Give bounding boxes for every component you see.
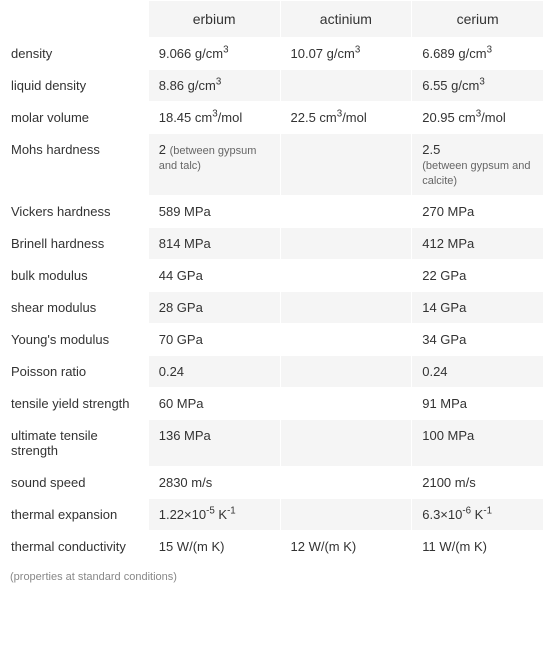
header-actinium: actinium xyxy=(280,1,412,38)
table-row: Mohs hardness 2 (between gypsum and talc… xyxy=(1,134,544,196)
cell-subtext: (between gypsum and talc) xyxy=(159,145,257,172)
cell-cerium: 412 MPa xyxy=(412,228,544,260)
cell-actinium xyxy=(280,292,412,324)
cell-actinium xyxy=(280,196,412,228)
row-label: tensile yield strength xyxy=(1,388,149,420)
header-erbium: erbium xyxy=(148,1,280,38)
cell-cerium: 270 MPa xyxy=(412,196,544,228)
cell-erbium: 60 MPa xyxy=(148,388,280,420)
cell-actinium xyxy=(280,499,412,531)
cell-actinium xyxy=(280,420,412,467)
cell-erbium: 589 MPa xyxy=(148,196,280,228)
cell-erbium: 15 W/(m K) xyxy=(148,531,280,563)
cell-cerium: 100 MPa xyxy=(412,420,544,467)
table-row: bulk modulus 44 GPa 22 GPa xyxy=(1,260,544,292)
row-label: Poisson ratio xyxy=(1,356,149,388)
cell-actinium xyxy=(280,134,412,196)
table-row: molar volume 18.45 cm3/mol 22.5 cm3/mol … xyxy=(1,102,544,134)
table-row: density 9.066 g/cm3 10.07 g/cm3 6.689 g/… xyxy=(1,38,544,70)
cell-cerium: 2.5(between gypsum and calcite) xyxy=(412,134,544,196)
cell-actinium: 22.5 cm3/mol xyxy=(280,102,412,134)
cell-actinium xyxy=(280,388,412,420)
cell-actinium: 12 W/(m K) xyxy=(280,531,412,563)
table-row: tensile yield strength 60 MPa 91 MPa xyxy=(1,388,544,420)
cell-erbium: 18.45 cm3/mol xyxy=(148,102,280,134)
table-row: Brinell hardness 814 MPa 412 MPa xyxy=(1,228,544,260)
cell-actinium xyxy=(280,260,412,292)
cell-cerium: 14 GPa xyxy=(412,292,544,324)
row-label: liquid density xyxy=(1,70,149,102)
cell-erbium: 2830 m/s xyxy=(148,467,280,499)
cell-cerium: 34 GPa xyxy=(412,324,544,356)
cell-erbium: 70 GPa xyxy=(148,324,280,356)
row-label: ultimate tensile strength xyxy=(1,420,149,467)
properties-table: erbium actinium cerium density 9.066 g/c… xyxy=(0,0,544,563)
cell-cerium: 6.55 g/cm3 xyxy=(412,70,544,102)
header-empty xyxy=(1,1,149,38)
row-label: Mohs hardness xyxy=(1,134,149,196)
header-row: erbium actinium cerium xyxy=(1,1,544,38)
cell-actinium xyxy=(280,228,412,260)
cell-cerium: 20.95 cm3/mol xyxy=(412,102,544,134)
row-label: molar volume xyxy=(1,102,149,134)
row-label: shear modulus xyxy=(1,292,149,324)
cell-erbium: 814 MPa xyxy=(148,228,280,260)
row-label: Young's modulus xyxy=(1,324,149,356)
cell-erbium: 2 (between gypsum and talc) xyxy=(148,134,280,196)
cell-actinium xyxy=(280,356,412,388)
cell-erbium: 9.066 g/cm3 xyxy=(148,38,280,70)
row-label: density xyxy=(1,38,149,70)
table-row: ultimate tensile strength 136 MPa 100 MP… xyxy=(1,420,544,467)
cell-cerium: 91 MPa xyxy=(412,388,544,420)
cell-actinium xyxy=(280,324,412,356)
table-row: liquid density 8.86 g/cm3 6.55 g/cm3 xyxy=(1,70,544,102)
cell-actinium xyxy=(280,70,412,102)
header-cerium: cerium xyxy=(412,1,544,38)
cell-cerium: 2100 m/s xyxy=(412,467,544,499)
cell-erbium: 28 GPa xyxy=(148,292,280,324)
table-row: Poisson ratio 0.24 0.24 xyxy=(1,356,544,388)
cell-erbium: 1.22×10-5 K-1 xyxy=(148,499,280,531)
row-label: Vickers hardness xyxy=(1,196,149,228)
footnote: (properties at standard conditions) xyxy=(0,563,544,591)
table-body: density 9.066 g/cm3 10.07 g/cm3 6.689 g/… xyxy=(1,38,544,563)
table-row: thermal expansion 1.22×10-5 K-1 6.3×10-6… xyxy=(1,499,544,531)
table-row: sound speed 2830 m/s 2100 m/s xyxy=(1,467,544,499)
row-label: Brinell hardness xyxy=(1,228,149,260)
table-row: Vickers hardness 589 MPa 270 MPa xyxy=(1,196,544,228)
cell-cerium: 6.689 g/cm3 xyxy=(412,38,544,70)
table-row: Young's modulus 70 GPa 34 GPa xyxy=(1,324,544,356)
table-row: shear modulus 28 GPa 14 GPa xyxy=(1,292,544,324)
cell-actinium xyxy=(280,467,412,499)
table-row: thermal conductivity 15 W/(m K) 12 W/(m … xyxy=(1,531,544,563)
cell-erbium: 44 GPa xyxy=(148,260,280,292)
row-label: thermal expansion xyxy=(1,499,149,531)
row-label: sound speed xyxy=(1,467,149,499)
cell-actinium: 10.07 g/cm3 xyxy=(280,38,412,70)
cell-cerium: 22 GPa xyxy=(412,260,544,292)
row-label: thermal conductivity xyxy=(1,531,149,563)
cell-cerium: 0.24 xyxy=(412,356,544,388)
row-label: bulk modulus xyxy=(1,260,149,292)
cell-cerium: 6.3×10-6 K-1 xyxy=(412,499,544,531)
cell-erbium: 8.86 g/cm3 xyxy=(148,70,280,102)
cell-cerium: 11 W/(m K) xyxy=(412,531,544,563)
cell-subtext: (between gypsum and calcite) xyxy=(422,160,530,187)
cell-erbium: 136 MPa xyxy=(148,420,280,467)
cell-erbium: 0.24 xyxy=(148,356,280,388)
